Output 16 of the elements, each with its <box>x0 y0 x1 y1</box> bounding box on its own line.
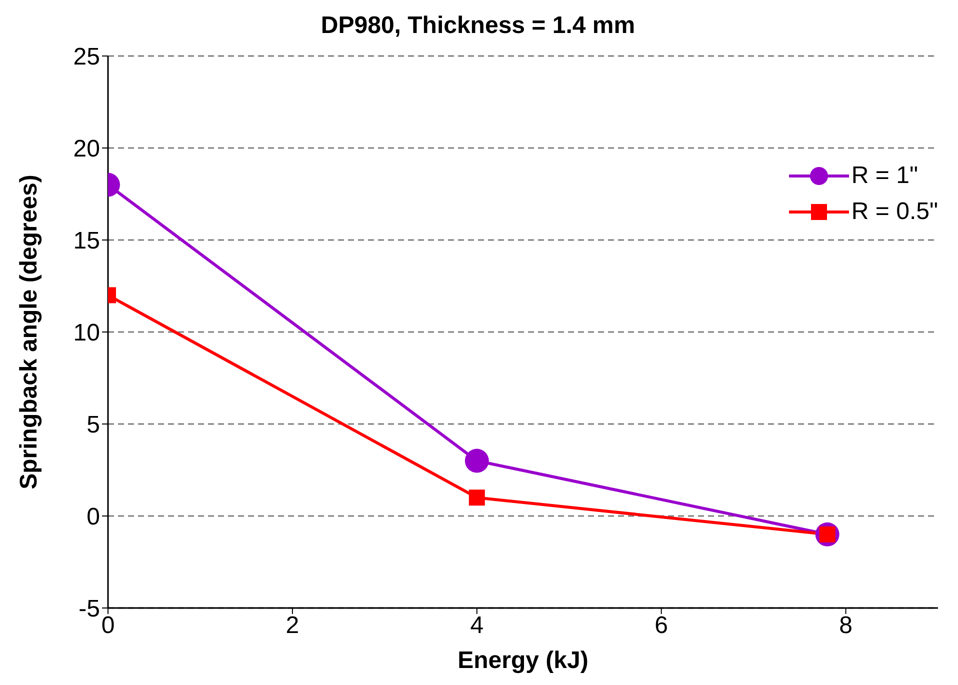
legend-label: R = 0.5" <box>851 198 938 226</box>
x-axis-title: Energy (kJ) <box>458 647 588 674</box>
y-tick-label: 15 <box>73 228 100 255</box>
y-tick-label: 5 <box>86 412 100 439</box>
x-tick-label: 2 <box>286 612 300 640</box>
chart-title: DP980, Thickness = 1.4 mm <box>320 11 636 41</box>
y-tick-label: 25 <box>73 44 100 71</box>
x-tick-label: 4 <box>470 612 484 640</box>
y-tick-label: 0 <box>86 504 100 531</box>
legend-label: R = 1" <box>851 162 918 190</box>
y-tick-label: -5 <box>78 596 100 623</box>
y-tick-label: 10 <box>73 320 100 347</box>
y-axis-title: Springback angle (degrees) <box>16 174 43 490</box>
x-tick-label: 8 <box>839 612 852 640</box>
x-tick-label: 6 <box>654 612 668 640</box>
y-tick-label: 20 <box>73 136 100 163</box>
